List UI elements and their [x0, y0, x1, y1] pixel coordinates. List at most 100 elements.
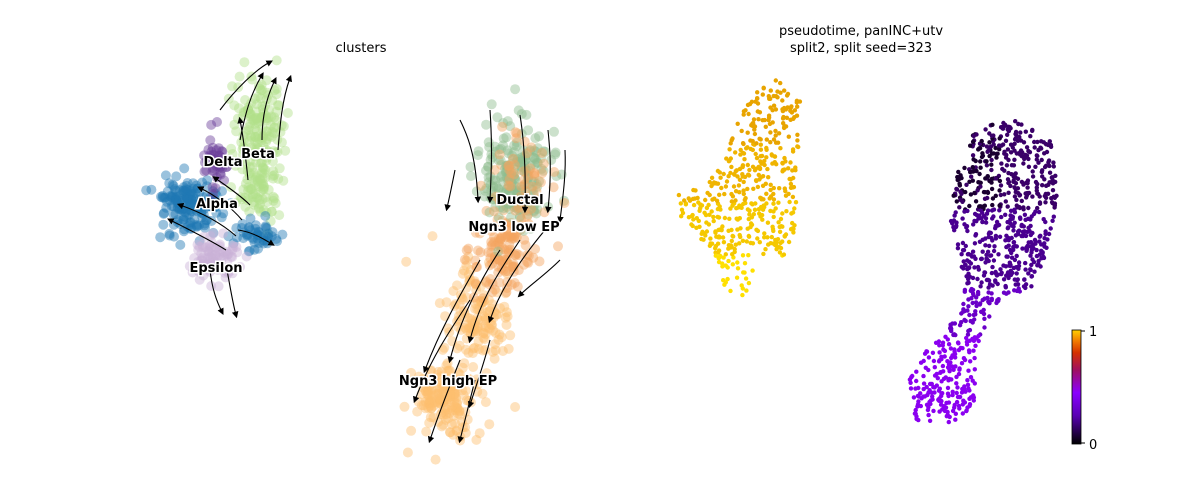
pseudotime-point	[980, 210, 985, 215]
pseudotime-point	[978, 301, 983, 306]
cell-point	[492, 195, 503, 205]
pseudotime-point	[1019, 179, 1025, 185]
cell-point	[529, 145, 540, 156]
cell-point	[444, 394, 455, 405]
cell-point	[252, 138, 263, 148]
pseudotime-point	[938, 402, 944, 407]
pseudotime-point	[957, 406, 962, 411]
pseudotime-point	[966, 265, 971, 271]
pseudotime-point	[1006, 180, 1011, 186]
cell-point	[489, 284, 500, 295]
pseudotime-point	[1017, 289, 1022, 294]
pseudotime-point	[1012, 210, 1018, 215]
cell-point	[510, 84, 521, 95]
pseudotime-point	[1022, 277, 1027, 282]
pseudotime-point	[931, 408, 936, 414]
cell-point	[156, 191, 166, 202]
pseudotime-point	[746, 280, 752, 286]
cell-point	[209, 256, 220, 267]
cell-point	[192, 221, 202, 231]
pseudotime-point	[965, 228, 970, 234]
cell-point	[495, 303, 506, 314]
cell-point	[487, 152, 498, 163]
pseudotime-point	[970, 336, 975, 342]
pseudotime-point	[721, 240, 727, 245]
cell-point	[550, 147, 561, 158]
cell-point	[214, 249, 225, 260]
pseudotime-point	[697, 224, 702, 229]
cell-point	[501, 172, 512, 183]
cell-point	[512, 128, 522, 139]
pseudotime-point	[742, 270, 747, 275]
pseudotime-point	[1051, 164, 1057, 169]
cell-point	[426, 403, 437, 414]
pseudotime-point	[754, 155, 760, 161]
cell-point	[470, 278, 481, 289]
pseudotime-point	[988, 230, 993, 236]
pseudotime-point	[976, 292, 981, 297]
cell-point	[204, 201, 215, 212]
cell-point	[260, 222, 271, 233]
cell-point	[442, 404, 453, 415]
cell-point	[276, 137, 287, 148]
pseudotime-point	[769, 152, 774, 157]
pseudotime-point	[730, 136, 735, 141]
cell-point	[250, 157, 261, 168]
pseudotime-point	[968, 192, 974, 197]
pseudotime-point	[725, 276, 730, 282]
cell-point	[505, 231, 516, 241]
pseudotime-point	[722, 191, 727, 197]
cell-point	[507, 231, 518, 242]
cell-point	[463, 373, 474, 384]
pseudotime-point	[986, 299, 991, 304]
cell-point	[451, 426, 462, 437]
cell-point	[166, 200, 177, 211]
pseudotime-point	[956, 371, 962, 377]
pseudotime-point	[1023, 217, 1028, 222]
cell-point	[243, 182, 254, 193]
pseudotime-point	[716, 259, 722, 265]
pseudotime-point	[972, 381, 977, 386]
cell-point	[257, 167, 267, 178]
pseudotime-point	[1029, 247, 1035, 253]
pseudotime-point	[1003, 264, 1009, 269]
pseudotime-point	[956, 177, 962, 182]
cell-point	[402, 447, 413, 458]
cell-point	[248, 234, 259, 244]
pseudotime-point	[764, 155, 769, 160]
cell-point	[213, 160, 224, 171]
cell-point	[536, 163, 547, 174]
pseudotime-point	[700, 229, 705, 234]
cell-point	[274, 163, 285, 174]
cell-point	[181, 191, 192, 202]
pseudotime-point	[1000, 142, 1006, 147]
pseudotime-point	[1016, 260, 1022, 265]
pseudotime-point	[993, 278, 998, 283]
cell-point	[458, 390, 469, 401]
pseudotime-point	[728, 243, 734, 248]
cell-point	[258, 140, 269, 151]
cell-point	[495, 155, 506, 166]
cell-point	[262, 197, 273, 208]
cell-point	[496, 159, 507, 170]
cell-point	[248, 144, 258, 155]
cell-point	[528, 188, 539, 199]
pseudotime-point	[1015, 176, 1021, 181]
pseudotime-point	[990, 122, 995, 128]
cell-point	[240, 192, 250, 203]
cell-point	[425, 400, 436, 411]
pseudotime-point	[949, 326, 954, 331]
pseudotime-point	[679, 214, 684, 219]
cell-point	[484, 419, 495, 430]
cell-point	[183, 194, 194, 205]
cell-point	[184, 189, 195, 200]
pseudotime-point	[937, 396, 942, 401]
cell-point	[449, 397, 460, 408]
cell-point	[455, 306, 466, 317]
cell-point	[473, 245, 483, 256]
cell-point	[511, 181, 521, 192]
pseudotime-point	[993, 193, 998, 198]
cell-point	[201, 191, 212, 202]
pseudotime-point	[999, 161, 1004, 166]
pseudotime-point	[951, 332, 956, 338]
